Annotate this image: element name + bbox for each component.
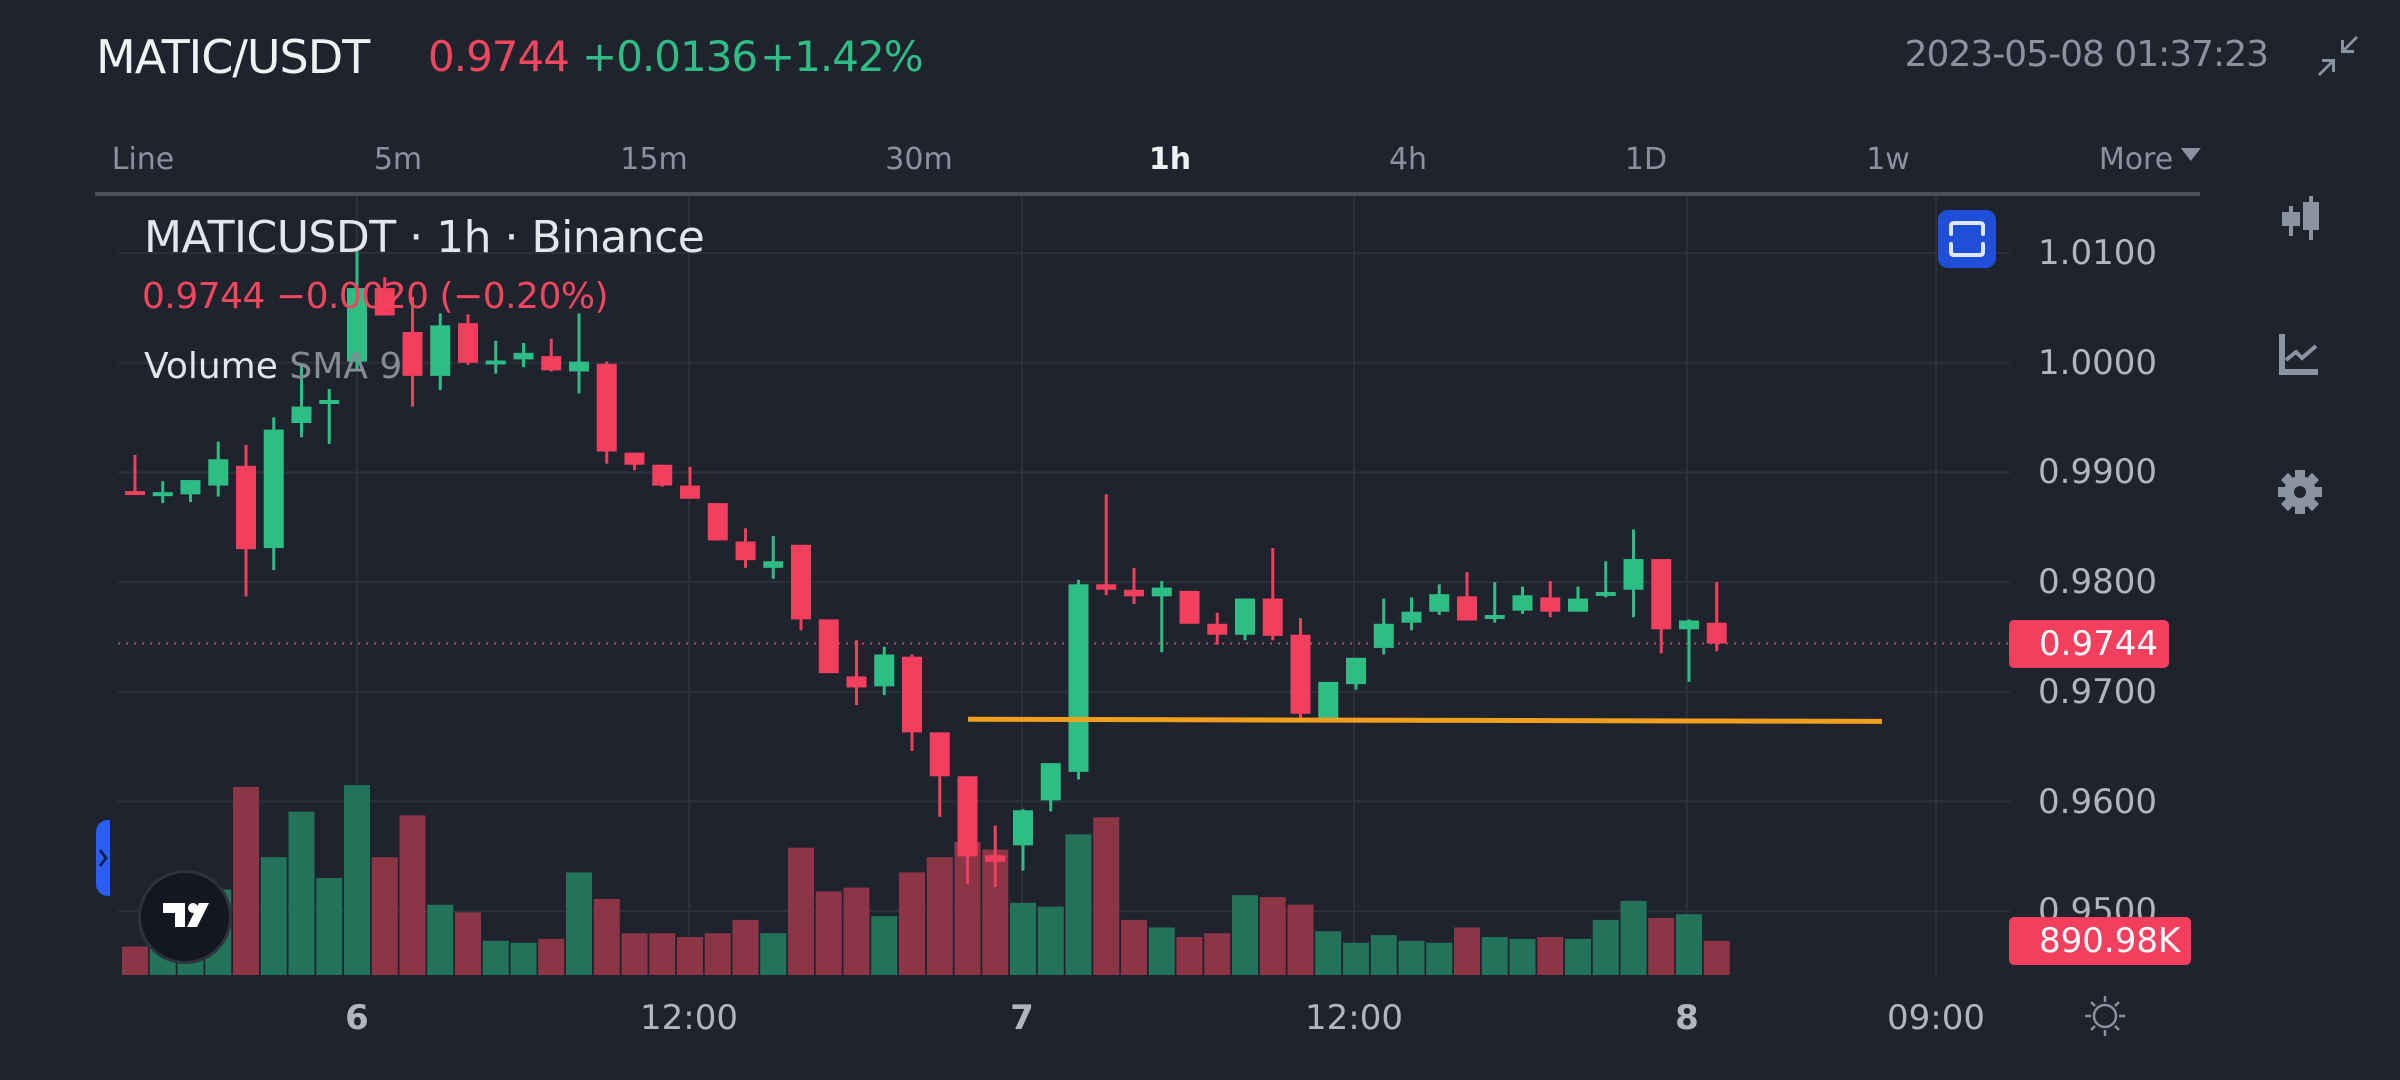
price-tick-label: 0.9800 [2038, 562, 2157, 603]
time-tick-label: 12:00 [640, 998, 738, 1038]
time-tick-label: 7 [1010, 998, 1034, 1038]
symbol-title: MATIC/USDT [96, 30, 370, 84]
tab-line[interactable]: Line [111, 142, 175, 177]
tab-1d[interactable]: 1D [1624, 142, 1668, 177]
price-change-percent: +1.42% [760, 32, 924, 81]
time-tick-label: 6 [345, 998, 369, 1038]
volume-legend[interactable]: Volume SMA 9 [144, 346, 402, 387]
tab-divider [95, 192, 2200, 196]
theme-toggle-button[interactable] [2083, 994, 2127, 1038]
last-price-tag: 0.9744 [2009, 620, 2169, 668]
candlestick-icon [2282, 196, 2319, 240]
price-tick-label: 0.9600 [2038, 781, 2157, 822]
chevron-right-icon [98, 849, 108, 867]
sun-icon [2085, 996, 2125, 1036]
price-change: +0.0136 [582, 32, 758, 81]
volume-tag: 890.98K [2009, 917, 2191, 965]
tradingview-logo-icon [163, 903, 209, 927]
price-tick-label: 1.0000 [2038, 342, 2157, 383]
timeframe-tabs: Line 5m 15m 30m 1h 4h 1D 1w More [95, 136, 2202, 196]
fullscreen-button[interactable] [1938, 210, 1996, 268]
price-tick-label: 0.9900 [2038, 452, 2157, 493]
tab-more[interactable]: More [2099, 142, 2202, 177]
tab-5m[interactable]: 5m [373, 142, 423, 177]
indicators-button[interactable] [2272, 326, 2328, 382]
chart-type-button[interactable] [2272, 190, 2328, 246]
chart-legend-ohlc: 0.9744 −0.0020 (−0.20%) [142, 276, 609, 317]
sma-label: SMA 9 [289, 346, 403, 387]
frame-corners-icon [1949, 221, 1985, 257]
time-tick-label: 8 [1675, 998, 1699, 1038]
last-price: 0.9744 [428, 32, 570, 81]
tab-4h[interactable]: 4h [1388, 142, 1428, 177]
timestamp: 2023-05-08 01:37:23 [1904, 34, 2269, 75]
tab-30m[interactable]: 30m [885, 142, 953, 177]
tab-1w[interactable]: 1w [1866, 142, 1910, 177]
price-tick-label: 1.0100 [2038, 233, 2157, 273]
collapse-arrows-icon [2318, 36, 2358, 76]
drawing-toolbar-toggle[interactable] [96, 820, 110, 896]
tradingview-logo[interactable] [138, 870, 232, 964]
time-tick-label: 09:00 [1887, 998, 1985, 1038]
caret-down-icon [2181, 148, 2202, 161]
tab-1h[interactable]: 1h [1148, 142, 1192, 177]
tab-15m[interactable]: 15m [620, 142, 688, 177]
settings-button[interactable] [2272, 464, 2328, 520]
volume-label: Volume [144, 346, 278, 387]
collapse-fullscreen-button[interactable] [2312, 30, 2364, 82]
indicators-icon [2279, 334, 2318, 375]
gear-icon [2278, 470, 2322, 514]
chart-legend-title[interactable]: MATICUSDT · 1h · Binance [144, 212, 705, 263]
time-tick-label: 12:00 [1305, 998, 1403, 1038]
price-tick-label: 0.9700 [2038, 671, 2157, 712]
